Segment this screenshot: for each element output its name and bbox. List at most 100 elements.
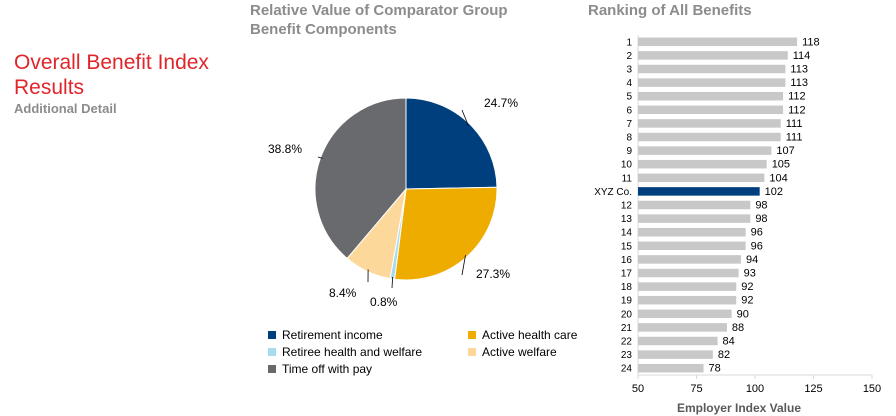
bar-value-label: 102 — [765, 186, 783, 198]
x-tick-label: 150 — [863, 383, 881, 395]
category-label: 15 — [621, 241, 633, 252]
bar-20 — [638, 309, 732, 319]
bar-value-label: 113 — [790, 77, 808, 89]
category-label: 4 — [626, 78, 632, 89]
legend-label: Retiree health and welfare — [282, 345, 423, 359]
pie-leader-line — [461, 255, 466, 276]
pie-data-label: 27.3% — [476, 267, 510, 281]
bar-value-label: 92 — [741, 295, 753, 307]
bar-24 — [638, 363, 704, 373]
bar-12 — [638, 200, 751, 210]
legend-label: Active welfare — [482, 345, 557, 359]
category-label: 21 — [621, 323, 633, 334]
category-label: 23 — [621, 350, 633, 361]
x-tick-label: 50 — [632, 383, 644, 395]
category-label: 9 — [626, 146, 632, 157]
bar-10 — [638, 159, 767, 169]
category-label: 11 — [622, 173, 633, 184]
bar-16 — [638, 255, 741, 264]
legend-swatch — [268, 331, 276, 339]
bar-value-label: 92 — [741, 281, 753, 293]
bar-value-label: 118 — [802, 36, 820, 48]
legend-label: Time off with pay — [282, 362, 373, 376]
category-label: 18 — [621, 282, 633, 293]
category-label: 12 — [621, 201, 633, 212]
legend-label: Active health care — [482, 328, 578, 342]
category-label: 5 — [626, 92, 632, 103]
x-axis-title: Employer Index Value — [677, 401, 801, 415]
bar-11 — [638, 173, 765, 183]
category-label: 16 — [621, 255, 633, 266]
bar-13 — [638, 214, 751, 223]
legend-item-active-welfare: Active welfare — [468, 345, 557, 359]
bar-23 — [638, 350, 713, 359]
bar-6 — [638, 105, 784, 115]
bar-value-label: 98 — [755, 213, 767, 225]
page-subtitle: Additional Detail — [14, 101, 117, 116]
bar-4 — [638, 78, 786, 87]
category-label: XYZ Co. — [594, 187, 632, 198]
bar-value-label: 114 — [793, 50, 811, 62]
bar-8 — [638, 132, 781, 142]
bar-value-label: 111 — [786, 132, 803, 144]
bar-14 — [638, 227, 746, 237]
bar-5 — [638, 91, 784, 101]
bar-9 — [638, 146, 772, 155]
bar-value-label: 104 — [769, 172, 787, 184]
bar-value-label: 98 — [755, 200, 767, 212]
bar-chart-title: Ranking of All Benefits — [588, 2, 752, 19]
bar-value-label: 90 — [737, 308, 749, 320]
pie-data-label: 24.7% — [484, 96, 518, 110]
legend-swatch — [268, 348, 276, 356]
pie-chart-title: Relative Value of Comparator Group Benef… — [250, 2, 508, 38]
legend-item-retiree-health-and-welfare: Retiree health and welfare — [268, 345, 422, 359]
pie-leader-line — [461, 109, 469, 126]
bar-value-label: 96 — [751, 227, 763, 239]
bar-value-label: 112 — [788, 104, 806, 116]
category-label: 19 — [621, 296, 633, 307]
pie-slice-retirement-income — [405, 97, 498, 190]
x-tick-label: 125 — [804, 383, 822, 395]
bar-7 — [638, 119, 781, 128]
legend-swatch — [268, 365, 276, 373]
category-label: 17 — [621, 269, 633, 280]
bar-17 — [638, 268, 739, 278]
bar-value-label: 105 — [772, 159, 790, 171]
bar-21 — [638, 323, 727, 332]
bar-value-label: 88 — [732, 322, 744, 334]
bar-3 — [638, 64, 786, 74]
category-label: 10 — [621, 160, 633, 171]
legend-label: Retirement income — [282, 328, 383, 342]
legend-item-retirement-income: Retirement income — [268, 328, 383, 342]
legend-swatch — [468, 331, 476, 339]
category-label: 1 — [626, 37, 632, 48]
page-title: Overall Benefit Index Results — [14, 51, 209, 99]
pie-leader-line — [317, 156, 323, 159]
category-label: 2 — [626, 51, 632, 62]
bar-value-label: 84 — [723, 336, 735, 348]
bar-19 — [638, 295, 737, 305]
bar-22 — [638, 336, 718, 346]
category-label: 13 — [621, 214, 633, 225]
bar-18 — [638, 282, 737, 291]
legend-item-time-off-with-pay: Time off with pay — [268, 362, 372, 376]
page-heading: Overall Benefit Index Results Additional… — [14, 50, 244, 116]
x-tick-label: 100 — [746, 383, 764, 395]
category-label: 8 — [626, 133, 632, 144]
bar-value-label: 94 — [746, 254, 758, 266]
category-label: 14 — [621, 228, 633, 239]
category-label: 22 — [621, 337, 633, 348]
bar-1 — [638, 37, 798, 47]
bar-value-label: 78 — [709, 363, 721, 375]
category-label: 7 — [626, 119, 632, 130]
pie-data-label: 38.8% — [268, 142, 302, 156]
category-label: 3 — [626, 65, 632, 76]
legend-swatch — [468, 348, 476, 356]
bar-value-label: 82 — [718, 349, 730, 361]
category-label: 24 — [621, 364, 633, 375]
bar-2 — [638, 51, 788, 60]
pie-data-label: 0.8% — [370, 295, 398, 309]
bar-value-label: 113 — [790, 64, 808, 76]
